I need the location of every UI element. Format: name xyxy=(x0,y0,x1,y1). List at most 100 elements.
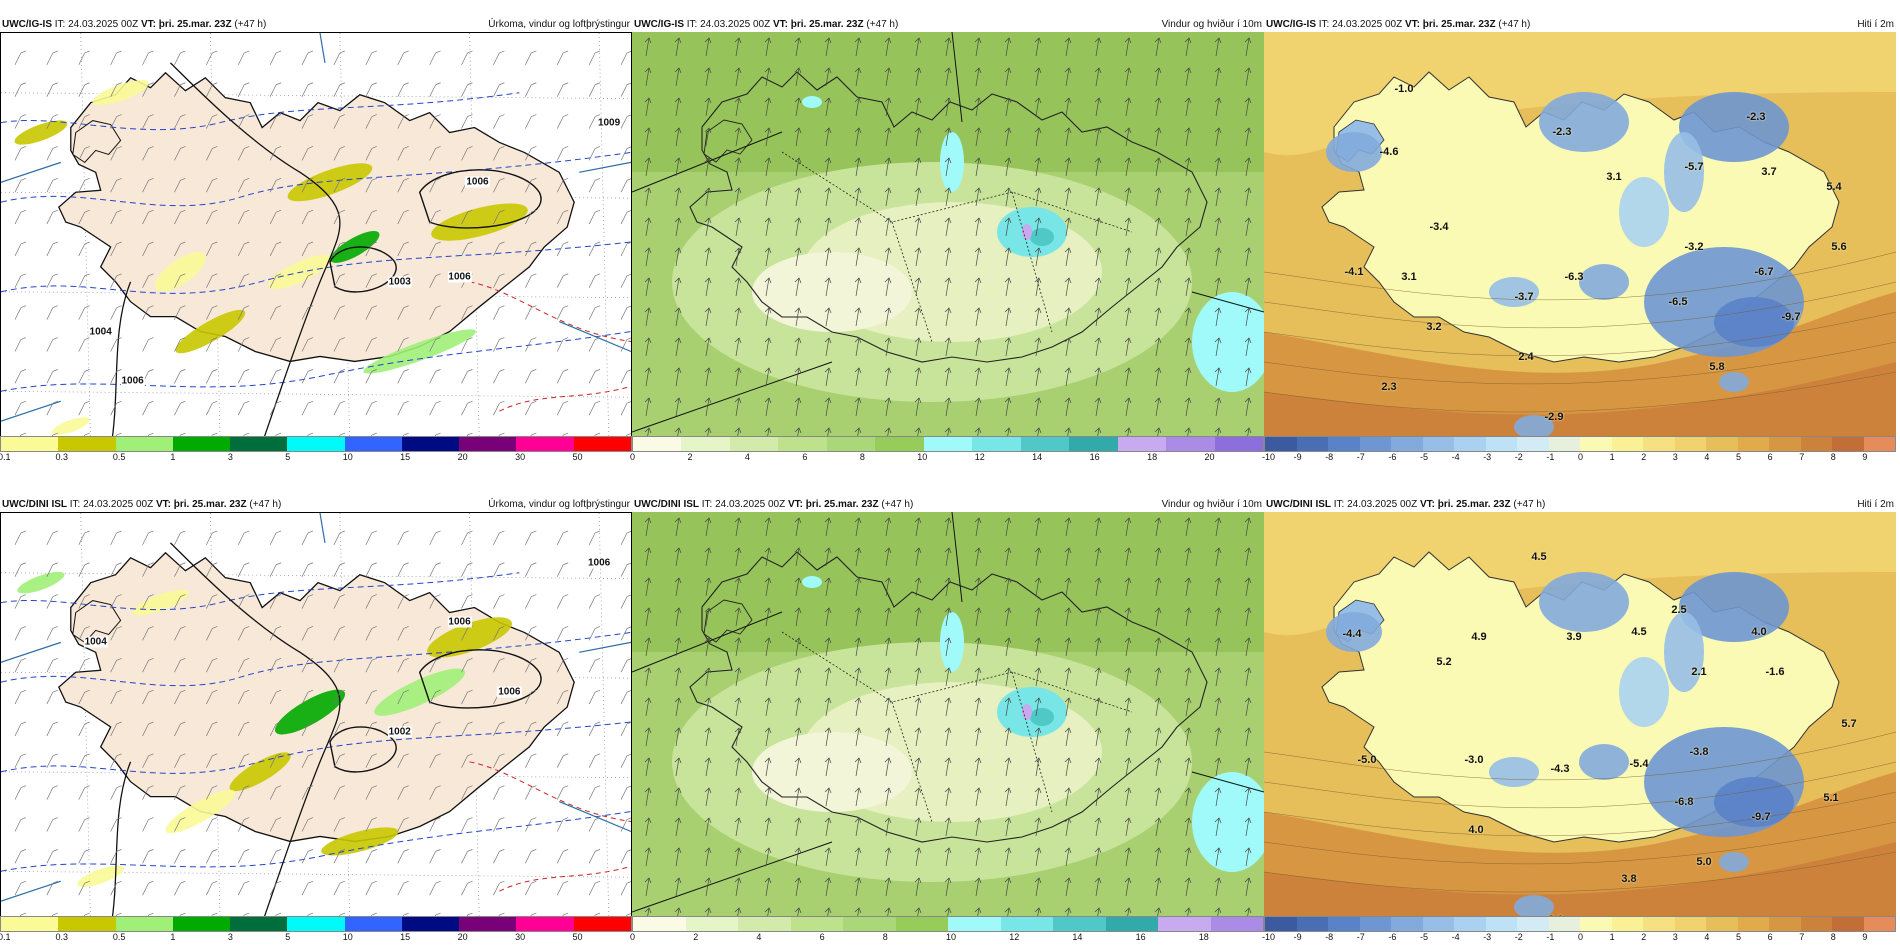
wind-barb xyxy=(365,241,377,257)
wind-barb xyxy=(493,241,505,257)
wind-barb xyxy=(206,50,218,66)
wind-arrow xyxy=(1124,277,1132,297)
wind-barb xyxy=(620,881,631,896)
wind-barb xyxy=(110,305,122,320)
wind-barb xyxy=(588,82,601,97)
it-value: 24.03.2025 00Z xyxy=(715,499,786,510)
wind-barb xyxy=(556,114,569,129)
wind-barb xyxy=(556,530,569,546)
colorbar-swatch xyxy=(1,917,59,931)
wind-arrow xyxy=(824,247,832,267)
wind-arrow xyxy=(1184,97,1192,117)
wind-barb xyxy=(429,177,441,193)
temperature-label: 2.4 xyxy=(1518,351,1534,363)
wind-arrow xyxy=(884,547,892,567)
wind-arrow xyxy=(1124,247,1132,267)
wind-arrow xyxy=(944,37,952,57)
wind-barb xyxy=(78,689,90,705)
wind-barb xyxy=(365,753,377,768)
wind-arrow xyxy=(884,247,892,267)
wind-barb xyxy=(46,209,58,225)
wind-arrow xyxy=(1094,367,1102,387)
wind-arrow xyxy=(1244,637,1252,657)
wind-arrow xyxy=(644,547,652,567)
wind-barb xyxy=(46,880,58,896)
wind-barb xyxy=(397,657,409,673)
wind-arrow xyxy=(974,667,982,687)
wind-barb xyxy=(237,50,250,66)
wind-barb xyxy=(556,657,569,673)
wind-arrow xyxy=(1004,187,1012,207)
wind-arrow xyxy=(1124,697,1132,717)
wind-barb xyxy=(397,114,409,129)
wind-arrow xyxy=(884,817,892,837)
wind-arrow xyxy=(794,667,802,687)
wind-barb xyxy=(461,209,473,225)
wind-barb xyxy=(493,400,505,416)
wind-barb xyxy=(174,530,186,546)
wind-arrow xyxy=(1034,367,1042,387)
wind-arrow xyxy=(764,337,772,357)
wind-barb xyxy=(588,337,601,352)
wind-arrow xyxy=(1124,67,1132,87)
colorbar-tick: 0 xyxy=(1578,932,1584,942)
wind-barb xyxy=(78,530,90,546)
wind-arrow xyxy=(1244,247,1252,267)
wind-barb xyxy=(461,241,473,257)
wind-arrow xyxy=(1184,787,1192,807)
temperature-label: 4.9 xyxy=(1471,631,1487,643)
wind-arrow xyxy=(644,667,652,687)
wind-arrow xyxy=(1244,607,1252,627)
wind-barb xyxy=(588,241,601,257)
wind-arrow xyxy=(1184,127,1192,147)
wind-arrow xyxy=(1004,697,1012,717)
wind-arrow xyxy=(1244,547,1252,567)
wind-barb xyxy=(174,50,186,66)
wind-barb xyxy=(397,785,409,800)
wind-barb xyxy=(14,50,27,66)
colorbar-swatch xyxy=(1832,917,1864,931)
wind-barb xyxy=(461,305,473,320)
wind-arrow xyxy=(734,307,742,327)
wind-barb xyxy=(174,400,186,416)
wind-arrow xyxy=(1214,877,1222,897)
wind-barb xyxy=(525,753,537,768)
panel-title: Vindur og hviður í 10m xyxy=(1161,499,1262,510)
wind-arrow xyxy=(674,637,682,657)
wind-barb xyxy=(556,369,569,384)
temperature-label: -6.8 xyxy=(1674,796,1694,808)
wind-barb xyxy=(301,849,314,864)
wind-arrow xyxy=(944,787,952,807)
wind-barb xyxy=(333,530,346,546)
wind-arrow xyxy=(1214,247,1222,267)
wind-arrow xyxy=(1064,577,1072,597)
wind-arrow xyxy=(1064,307,1072,327)
wind-barb xyxy=(46,562,58,577)
wind-barb xyxy=(333,241,346,257)
wind-arrow xyxy=(1004,817,1012,837)
wind-arrow xyxy=(824,877,832,897)
wind-barb xyxy=(525,594,537,609)
wind-barb xyxy=(206,400,218,416)
colorbar-swatch xyxy=(1454,917,1486,931)
colorbar-tick: 9 xyxy=(1862,932,1868,942)
wind-barb xyxy=(301,177,314,193)
wind-arrow xyxy=(1064,187,1072,207)
wind-arrow xyxy=(974,67,982,87)
wind-arrow xyxy=(974,97,982,117)
temperature-label: 3.9 xyxy=(1566,631,1582,643)
wind-arrow xyxy=(944,277,952,297)
precip-map: 1002 1006 1006 1004 1006 xyxy=(0,512,632,930)
colorbar-tick: 16 xyxy=(1135,932,1146,942)
wind-barb xyxy=(429,337,441,352)
wind-arrow xyxy=(794,37,802,57)
wind-barb xyxy=(269,305,282,320)
wind-barb xyxy=(78,241,90,257)
wind-barb xyxy=(556,880,569,896)
wind-arrow xyxy=(734,727,742,747)
wind-arrow xyxy=(914,397,922,417)
wind-barb xyxy=(556,50,569,66)
wind-barb xyxy=(429,400,441,416)
wind-arrow xyxy=(854,307,862,327)
wind-arrow xyxy=(854,67,862,87)
